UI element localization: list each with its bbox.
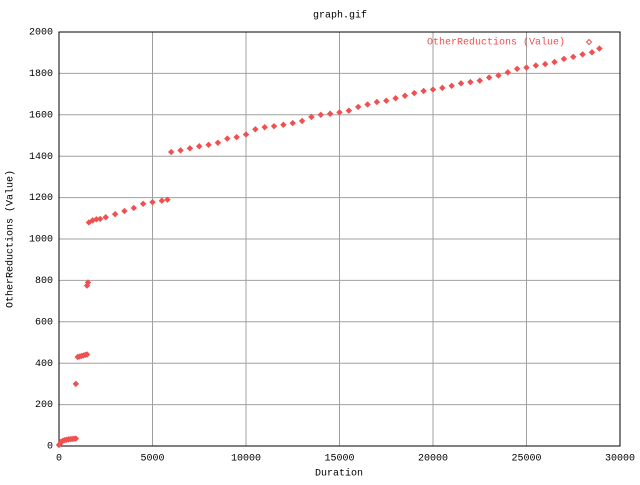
y-tick-label: 200 (35, 400, 53, 411)
point (111, 210, 119, 218)
point (392, 95, 399, 102)
point (383, 97, 390, 104)
point (523, 64, 530, 71)
y-axis-label: OtherReductions (Value) (5, 170, 17, 308)
point (354, 103, 362, 111)
x-tick-label: 20000 (418, 454, 448, 465)
legend-label: OtherReductions (Value) (427, 37, 565, 49)
point (579, 51, 586, 58)
point (401, 92, 409, 99)
plot-frame (58, 31, 621, 447)
point (532, 62, 540, 69)
point (214, 139, 222, 146)
point (504, 69, 512, 76)
point (177, 147, 184, 154)
y-tick-label: 800 (35, 276, 53, 287)
point (280, 121, 287, 128)
point (467, 78, 474, 86)
point (102, 214, 109, 221)
point (298, 117, 306, 125)
y-tick-label: 400 (35, 359, 53, 370)
point (513, 65, 521, 73)
x-tick-label: 5000 (140, 454, 164, 465)
y-tick-label: 2000 (29, 28, 53, 39)
x-tick-label: 10000 (231, 454, 261, 465)
point (448, 82, 455, 90)
point (270, 122, 278, 130)
x-tick-label: 15000 (324, 454, 354, 465)
y-tick-label: 1200 (29, 193, 53, 204)
point (317, 111, 325, 119)
point (85, 219, 93, 226)
y-tick-label: 1800 (29, 69, 53, 80)
point (261, 124, 268, 131)
point (326, 110, 334, 117)
point (196, 143, 203, 150)
point (570, 53, 577, 61)
point (72, 380, 80, 388)
legend-marker (585, 38, 593, 46)
point (588, 49, 596, 56)
point (420, 87, 427, 95)
x-axis-label: Duration (315, 468, 363, 480)
point (233, 133, 240, 141)
point (149, 198, 156, 206)
point (96, 215, 104, 223)
point (411, 89, 418, 97)
point (130, 204, 138, 212)
point (139, 200, 147, 208)
point (336, 109, 343, 116)
point (84, 279, 92, 286)
point (252, 126, 259, 133)
y-tick-label: 1400 (29, 152, 53, 163)
point (164, 196, 171, 203)
point (205, 141, 212, 149)
point (364, 101, 371, 108)
y-tick-label: 600 (35, 317, 53, 328)
y-tick-label: 1000 (29, 235, 53, 246)
point (439, 84, 446, 92)
point (476, 77, 483, 84)
y-tick-label: 0 (47, 442, 53, 453)
point (345, 107, 353, 114)
point (72, 435, 80, 442)
point (289, 119, 296, 127)
point (224, 135, 231, 142)
point (242, 131, 250, 138)
point (83, 351, 91, 358)
y-tick-label: 1600 (29, 110, 53, 121)
point (541, 60, 549, 68)
point (429, 86, 437, 93)
point (495, 72, 502, 79)
point (373, 98, 381, 106)
x-tick-label: 25000 (511, 454, 541, 465)
point (560, 55, 568, 63)
point (485, 74, 493, 81)
point (186, 145, 194, 152)
point (457, 80, 465, 87)
point (596, 45, 603, 52)
point (551, 58, 558, 66)
point (167, 148, 175, 156)
chart-title: graph.gif (313, 10, 367, 22)
point (158, 197, 166, 204)
point (308, 113, 315, 121)
x-tick-label: 0 (56, 454, 62, 465)
x-tick-label: 30000 (605, 454, 635, 465)
point (121, 207, 128, 215)
